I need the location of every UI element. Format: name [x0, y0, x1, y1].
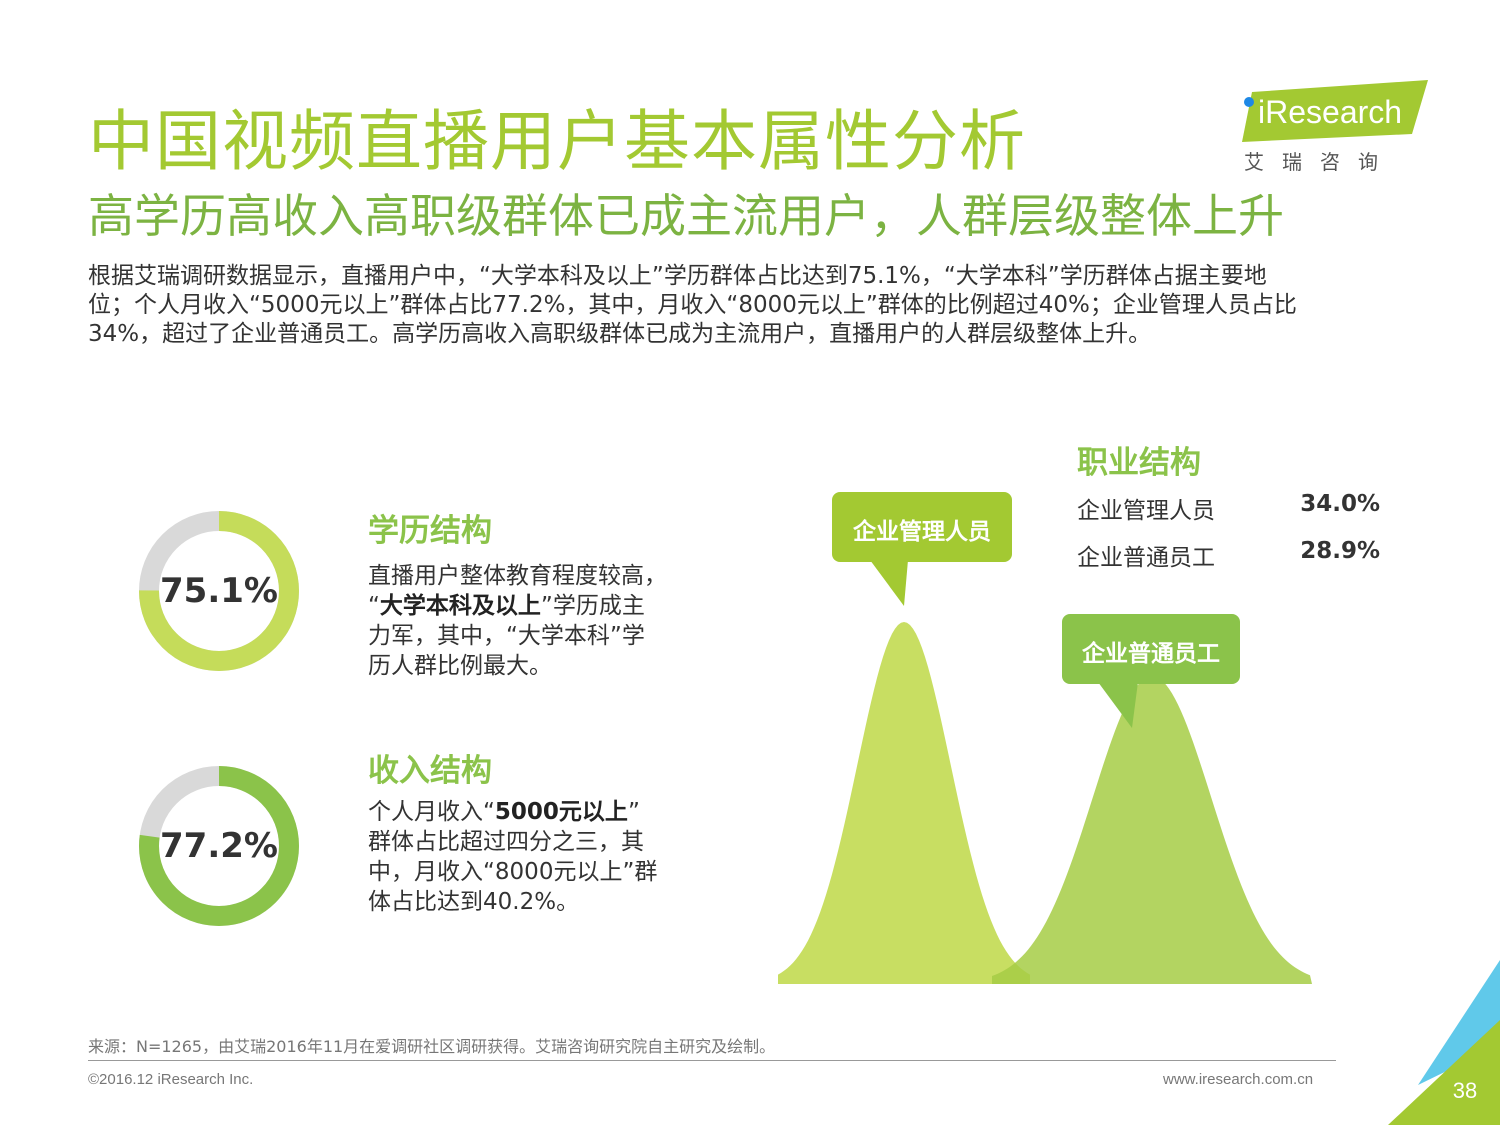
logo-text: iResearch [1258, 94, 1403, 130]
iresearch-logo: iResearch 艾瑞咨询 [1238, 80, 1438, 175]
education-line: 力军，其中，“大学本科”学 [368, 623, 645, 649]
income-line: 体占比达到40.2%。 [368, 889, 580, 915]
description-paragraph: 根据艾瑞调研数据显示，直播用户中，“大学本科及以上”学历群体占比达到75.1%，… [88, 262, 1438, 349]
page-subtitle: 高学历高收入高职级群体已成主流用户，人群层级整体上升 [88, 189, 1284, 243]
bubble-staff [1062, 614, 1240, 728]
income-line: 中，月收入“8000元以上”群 [368, 859, 658, 885]
mountain-series-0 [778, 622, 1030, 984]
description-line: 位；个人月收入“5000元以上”群体占比77.2%，其中，月收入“8000元以上… [88, 292, 1297, 318]
education-percent: 75.1% [160, 571, 278, 611]
logo-cn-text: 艾瑞咨询 [1244, 150, 1396, 174]
income-percent: 77.2% [160, 826, 278, 866]
occupation-item-name: 企业管理人员 [1077, 498, 1215, 524]
income-body: 个人月收入“5000元以上” 群体占比超过四分之三，其 中，月收入“8000元以… [368, 797, 657, 917]
bubble-management [832, 492, 1012, 606]
copyright-text: ©2016.12 iResearch Inc. [88, 1071, 254, 1088]
page-title: 中国视频直播用户基本属性分析 [88, 103, 1026, 180]
page-number: 38 [1452, 1078, 1478, 1103]
income-donut [139, 766, 299, 926]
occupation-mountain-chart [778, 622, 1312, 984]
education-line: “大学本科及以上”学历成主 [368, 593, 645, 619]
mountain-series-1 [992, 676, 1312, 984]
bubble-staff-label: 企业普通员工 [1082, 641, 1220, 667]
education-donut [139, 511, 299, 671]
donut-value-arc [139, 511, 299, 671]
income-title: 收入结构 [368, 753, 492, 789]
occupation-item-name: 企业普通员工 [1077, 545, 1215, 571]
income-line: 群体占比超过四分之三，其 [368, 829, 644, 855]
bubble-management-label: 企业管理人员 [853, 519, 991, 545]
logo-banner-icon [1242, 80, 1428, 142]
donut-value-arc [139, 766, 299, 926]
education-body: 直播用户整体教育程度较高， “大学本科及以上”学历成主 力军，其中，“大学本科”… [368, 561, 667, 681]
description-line: 34%，超过了企业普通员工。高学历高收入高职级群体已成为主流用户，直播用户的人群… [88, 321, 1152, 347]
education-line: 直播用户整体教育程度较高， [368, 563, 667, 589]
corner-decoration-icon [1388, 960, 1500, 1125]
education-line: 历人群比例最大。 [368, 653, 552, 679]
source-note: 来源：N=1265，由艾瑞2016年11月在爱调研社区调研获得。艾瑞咨询研究院自… [88, 1037, 776, 1056]
occupation-item-value: 28.9% [1300, 538, 1380, 564]
description-line: 根据艾瑞调研数据显示，直播用户中，“大学本科及以上”学历群体占比达到75.1%，… [88, 263, 1267, 289]
income-line: 个人月收入“5000元以上” [368, 799, 640, 825]
occupation-title: 职业结构 [1077, 445, 1201, 481]
occupation-item-value: 34.0% [1300, 491, 1380, 517]
footer-divider [88, 1060, 1336, 1061]
education-title: 学历结构 [368, 513, 492, 549]
website-link[interactable]: www.iresearch.com.cn [1163, 1071, 1314, 1088]
